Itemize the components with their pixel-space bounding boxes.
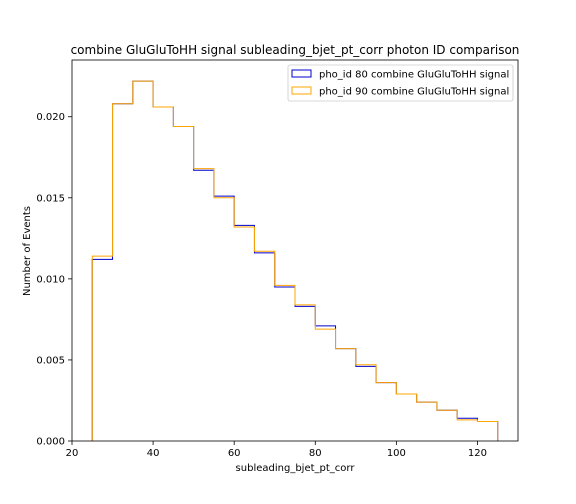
x-axis-label: subleading_bjet_pt_corr (236, 463, 356, 474)
x-tick-label: 100 (387, 448, 406, 459)
legend-label-2: pho_id 90 combine GluGluToHH signal (319, 87, 509, 98)
y-tick-label: 0.015 (36, 193, 65, 204)
legend-swatch-1 (291, 69, 312, 78)
x-tick-label: 40 (147, 448, 160, 459)
y-tick-label: 0.000 (36, 437, 65, 448)
legend: pho_id 80 combine GluGluToHH signal pho_i… (287, 64, 514, 102)
x-tick-label: 20 (66, 448, 79, 459)
x-tick-label: 60 (228, 448, 241, 459)
legend-box (287, 64, 514, 102)
x-tick-label: 120 (468, 448, 487, 459)
plot-area (91, 80, 499, 441)
axes: 20 40 60 80 100 120 0.000 0.005 0.010 0.015 0.020 (36, 59, 519, 459)
y-tick-label: 0.010 (36, 274, 65, 285)
axes-frame (71, 59, 519, 442)
x-tick-label: 80 (309, 448, 322, 459)
chart-title: combine GluGluToHH signal subleading_bje… (71, 43, 520, 57)
histogram-series-1 (91, 80, 499, 441)
legend-label-1: pho_id 80 combine GluGluToHH signal (319, 70, 509, 81)
y-tick-label: 0.005 (36, 355, 65, 366)
legend-swatch-2 (291, 86, 312, 95)
y-tick-label: 0.020 (36, 112, 65, 123)
histogram-series-2 (91, 80, 499, 441)
y-axis-label: Number of Events (22, 206, 33, 296)
